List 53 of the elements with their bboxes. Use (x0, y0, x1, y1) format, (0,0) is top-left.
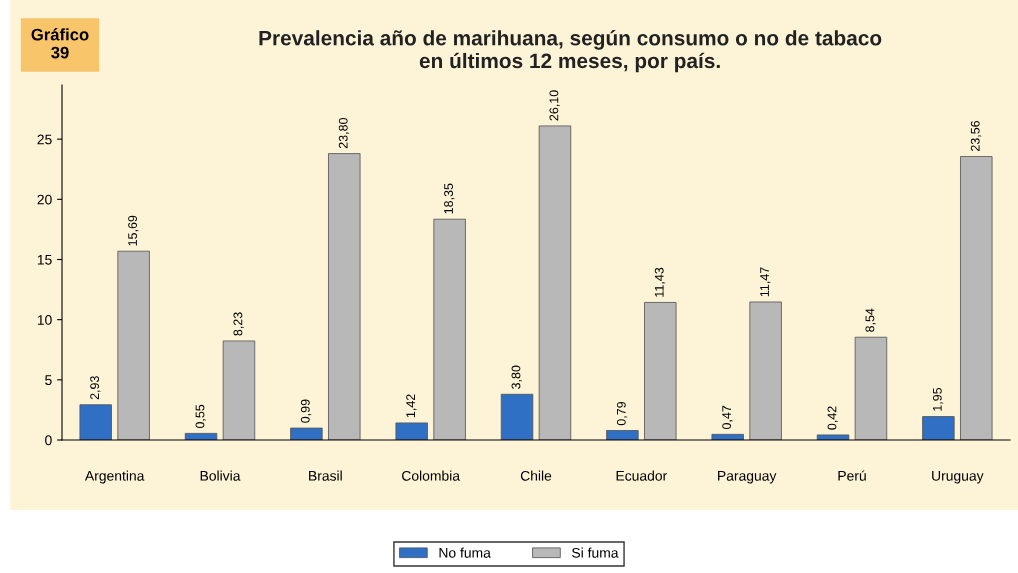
y-tick-label: 20 (37, 194, 52, 205)
bar (117, 250, 150, 440)
data-label: 23,80 (338, 117, 350, 149)
y-tick-label: 10 (37, 315, 52, 325)
data-label: 23,56 (970, 120, 982, 152)
x-tick-label: Uruguay (932, 471, 984, 484)
data-label: 0,79 (616, 401, 628, 426)
data-label: 0,47 (722, 405, 733, 430)
bar (328, 153, 361, 440)
data-label: 0,55 (195, 404, 206, 429)
x-tick-label: Chile (520, 470, 552, 481)
bar (922, 416, 955, 440)
bar (222, 340, 256, 440)
x-tick-label: Brasil (309, 470, 342, 481)
data-label: 1,95 (932, 387, 944, 411)
data-label: 8,54 (865, 308, 876, 332)
data-label: 11,47 (760, 267, 771, 297)
data-label: 26,10 (549, 90, 560, 121)
y-tick-label: 5 (45, 375, 52, 385)
data-label: 3,80 (511, 365, 522, 389)
bar (79, 404, 112, 440)
x-tick-label: Ecuador (616, 470, 667, 481)
data-label: 0,42 (827, 406, 838, 430)
data-label: 11,43 (654, 267, 666, 297)
data-label: 8,23 (233, 312, 244, 336)
bar (395, 422, 428, 440)
x-tick-label: Perú (838, 470, 866, 481)
x-tick-label: Colombia (402, 470, 460, 481)
bar (538, 125, 572, 440)
chart-title: Prevalencia año de marihuana, según consumo o no de tabaco en últimos 12 meses, por país. (259, 30, 882, 73)
y-tick-label: 15 (37, 254, 52, 265)
data-label: 2,93 (90, 376, 101, 400)
y-tick-label: 25 (37, 134, 52, 145)
y-tick-label: 0 (45, 435, 52, 446)
data-label: 18,35 (444, 183, 455, 214)
x-tick-label: Paraguay (718, 471, 777, 484)
bar (749, 301, 782, 440)
bar (816, 434, 850, 440)
bar (644, 302, 677, 440)
data-label: 0,99 (300, 399, 312, 423)
bar (854, 336, 888, 440)
x-tick-label: Argentina (84, 470, 145, 484)
legend-label: Si fuma (572, 547, 619, 558)
bar (960, 156, 993, 440)
bar (433, 218, 466, 440)
bar (606, 430, 639, 440)
data-label: 1,42 (406, 394, 417, 418)
text: Gráfico 39 (31, 28, 89, 59)
bar (500, 393, 534, 440)
x-tick-label: Bolivia (200, 470, 241, 481)
legend-label: No fuma (439, 547, 491, 558)
data-label: 15,69 (128, 215, 139, 246)
bar (290, 427, 323, 440)
